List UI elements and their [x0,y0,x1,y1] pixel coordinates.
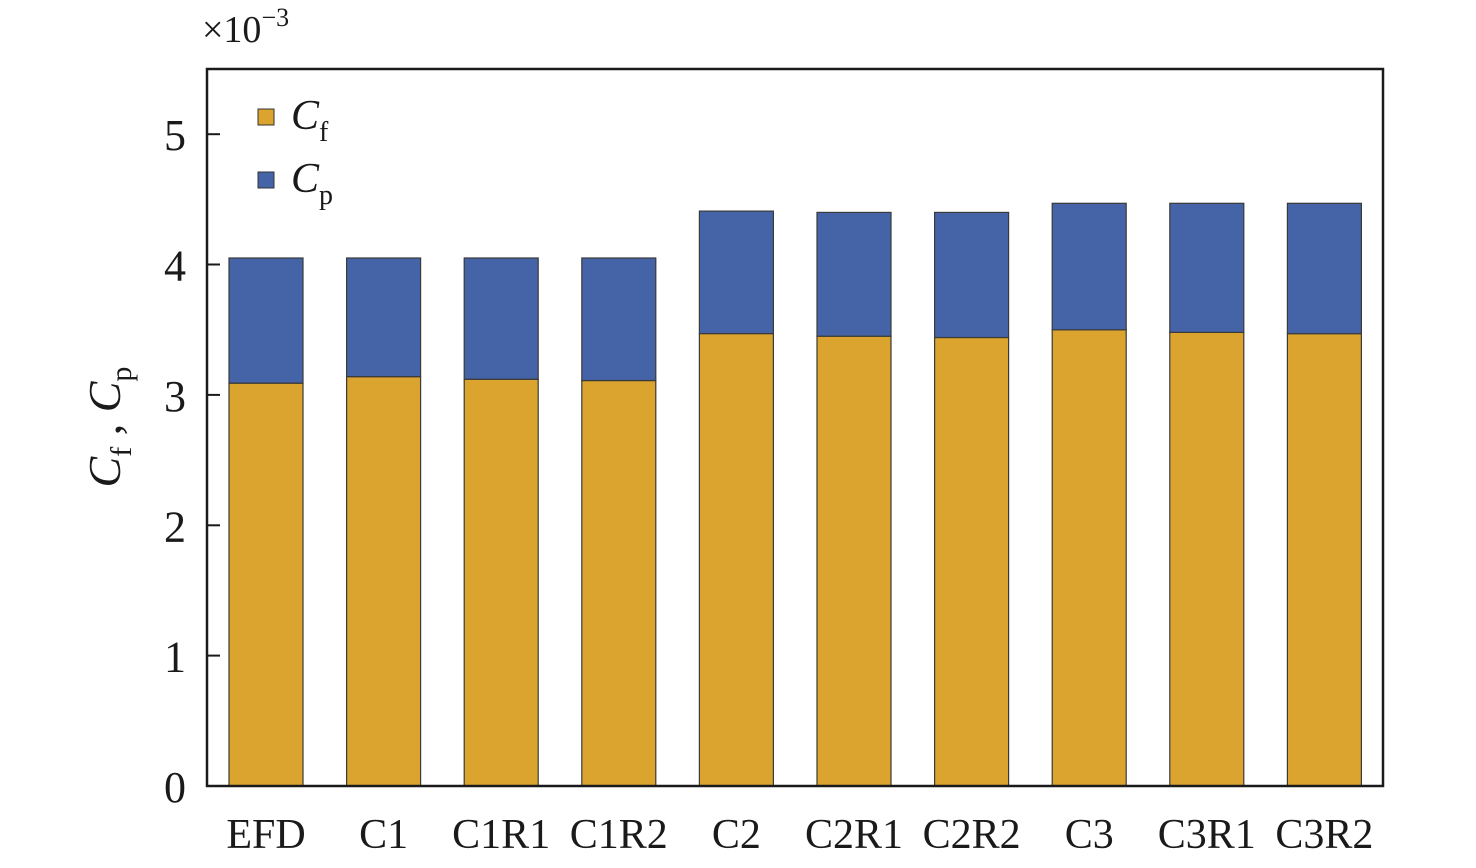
x-tick-label: C2 [712,812,761,858]
bar-cp-c2r1 [816,211,892,337]
x-tick-label: C3R1 [1158,812,1256,858]
bar-cf-c3 [1051,329,1127,787]
bar-cp-c2 [698,210,775,335]
bar-cp-c3r2 [1286,202,1363,335]
legend-label-cf: Cf [291,93,329,148]
bar-cf-c2 [698,333,775,787]
bar-cf-c2r1 [816,335,892,787]
y-tick-label: 0 [164,763,186,812]
y-tick-label: 4 [164,242,186,291]
x-tick-label: C3R2 [1275,812,1373,858]
bar-cf-c1 [346,376,422,787]
x-tick-label: C1R2 [570,812,668,858]
bar-cp-c2r2 [933,211,1010,339]
bar-cp-c1 [346,257,422,378]
legend-swatch-cp [257,171,275,189]
bar-cf-c2r2 [933,336,1010,787]
x-tick-label: C2R2 [923,812,1021,858]
bar-cf-c3r2 [1286,333,1363,787]
x-tick-label: C1 [359,812,408,858]
bar-cp-efd [228,257,304,384]
bars-group [228,202,1363,787]
legend-swatch-cf [257,108,275,126]
y-tick-label: 1 [164,633,186,682]
plot-frame [205,67,1385,788]
x-tick-label: C2R1 [805,812,903,858]
bar-cf-efd [228,382,304,787]
bar-cp-c1r1 [463,257,539,380]
y-tick-label: 5 [164,111,186,160]
bar-cf-c1r2 [581,380,657,787]
x-tick-label: C3 [1065,812,1114,858]
legend: Cf Cp [257,93,333,211]
y-axis-multiplier: ×10−3 [202,3,289,51]
bar-cf-c3r1 [1169,331,1245,787]
y-axis-ticks: 0 1 2 3 4 5 [164,111,220,812]
bar-cp-c3r1 [1169,202,1245,334]
x-tick-label: C1R1 [452,812,550,858]
x-tick-label: EFD [226,812,305,858]
x-axis-labels: EFD C1 C1R1 C1R2 C2 C2R1 C2R2 C3 C3R1 C3R2 [226,812,1373,858]
bar-cf-c1r1 [463,378,539,787]
bar-cp-c3 [1051,202,1127,331]
y-tick-label: 3 [164,372,186,421]
y-axis-label: Cf , Cp [79,367,138,488]
legend-label-cp: Cp [291,156,333,211]
y-tick-label: 2 [164,502,186,551]
bar-cp-c1r2 [581,257,657,382]
